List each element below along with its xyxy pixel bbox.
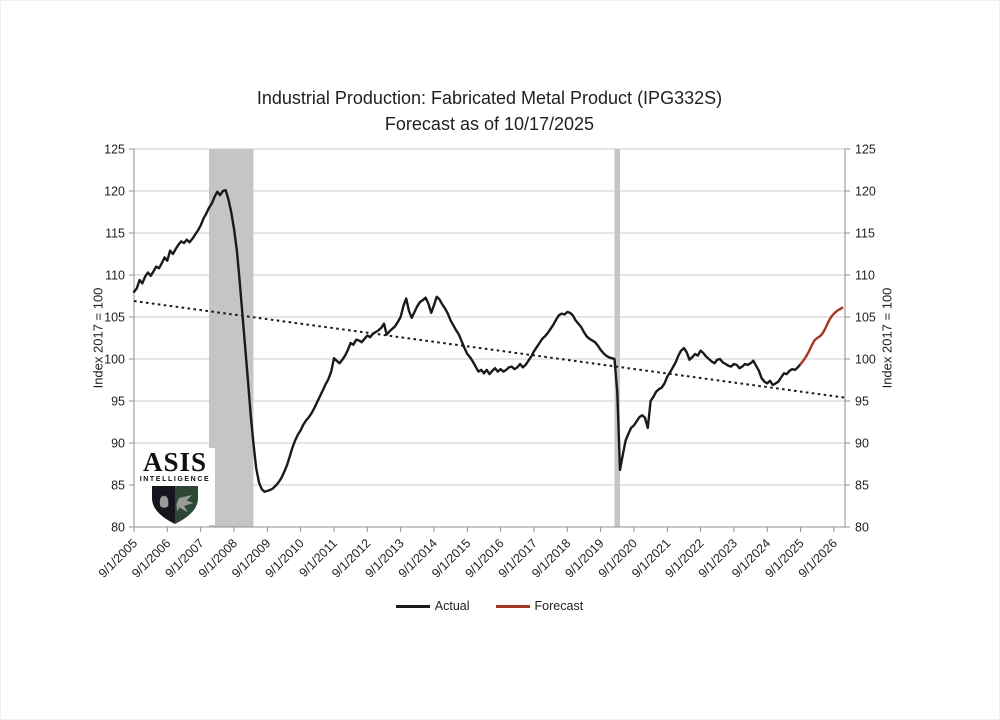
y-tick-label-left: 80 (111, 521, 125, 535)
y-tick-label-right: 80 (855, 521, 869, 535)
actual-line-sample (395, 604, 430, 608)
y-tick-label-right: 110 (855, 269, 875, 283)
y-tick-label-right: 95 (855, 395, 869, 409)
chart-title-line1: Industrial Production: Fabricated Metal … (256, 88, 723, 108)
chart-title-line2: Forecast as of 10/17/2025 (384, 114, 595, 134)
logo-name: ASIS (142, 447, 208, 477)
recession-band (208, 149, 254, 527)
forecast-line-sample (495, 604, 530, 608)
eagle-icon (176, 495, 194, 513)
legend-item-actual: Actual (395, 599, 470, 613)
actual-series (132, 188, 802, 493)
legend-label-forecast: Forecast (534, 599, 584, 613)
y-tick-label-left: 100 (104, 353, 125, 367)
forecast-series (799, 306, 844, 366)
y-tick-label-left: 95 (111, 395, 125, 409)
y-tick-label-left: 125 (104, 143, 125, 157)
logo-subtitle: INTELLIGENCE (139, 476, 211, 483)
y-tick-label-left: 110 (105, 269, 125, 283)
y-tick-label-left: 105 (104, 311, 125, 325)
y-tick-label-left: 85 (111, 479, 125, 493)
y-tick-label-left: 120 (104, 185, 125, 199)
y-tick-label-right: 125 (855, 143, 876, 157)
y-tick-label-right: 105 (855, 311, 876, 325)
asis-intelligence-logo: ASIS INTELLIGENCE (135, 448, 215, 525)
y-tick-label-right: 85 (855, 479, 869, 493)
legend-label-actual: Actual (434, 599, 470, 613)
y-tick-label-right: 115 (855, 227, 875, 241)
chart-legend: Actual Forecast (134, 599, 845, 613)
owl-icon (159, 495, 169, 508)
asis-shield-icon (152, 486, 198, 524)
y-tick-label-left: 90 (111, 437, 125, 451)
y-tick-label-right: 90 (855, 437, 869, 451)
recession-band (614, 149, 621, 527)
legend-item-forecast: Forecast (495, 599, 584, 613)
y-tick-label-right: 120 (855, 185, 876, 199)
chart-title: Industrial Production: Fabricated Metal … (134, 85, 845, 137)
y-tick-label-left: 115 (105, 227, 125, 241)
y-tick-label-right: 100 (855, 353, 876, 367)
